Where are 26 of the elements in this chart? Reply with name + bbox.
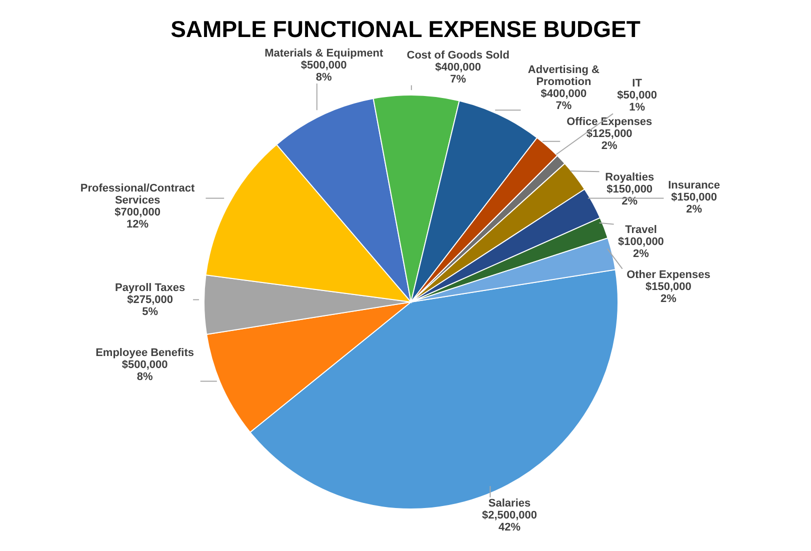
data-label: $150,000 2% [646,280,692,305]
data-label: $500,000 8% [300,60,347,84]
data-label: $500,000 8% [122,359,168,384]
slice-label: Payroll Taxes [115,282,186,294]
slice-label: Travel [625,224,657,236]
data-label: $150,000 2% [671,192,718,216]
slice-label: Cost of Goods Sold [406,49,510,62]
data-label: $700,000 12% [114,206,161,230]
slice-label: Salaries [488,497,531,510]
slice-label: Royalties [605,172,654,184]
slice-label: Insurance [668,180,720,192]
chart-title: SAMPLE FUNCTIONAL EXPENSE BUDGET [170,16,642,43]
data-label: $125,000 2% [586,128,632,152]
data-label: $50,000 1% [617,90,657,114]
slice-label: IT [632,78,642,90]
slice-label: Materials & Equipment [264,48,384,60]
slice-label: Advertising & Promotion [528,64,600,88]
slice-label: Office Expenses [566,116,652,128]
slice-label: Other Expenses [626,268,710,281]
data-label: $400,000 7% [435,61,482,86]
data-label: $2,500,000 42% [482,509,538,534]
data-label: $275,000 5% [127,294,174,318]
data-label: $100,000 2% [618,236,664,260]
data-label: $400,000 7% [540,88,587,112]
slice-label: Employee Benefits [96,347,194,360]
slice-label: Professional/Contract Services [80,182,196,206]
